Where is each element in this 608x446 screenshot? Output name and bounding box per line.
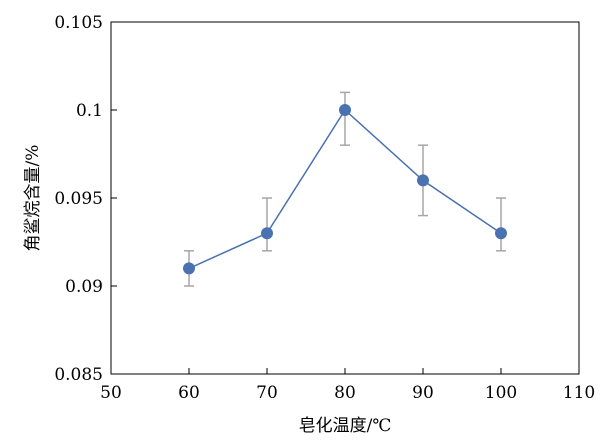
x-tick-label: 110 xyxy=(563,383,595,403)
x-tick-label: 60 xyxy=(178,383,200,403)
x-tick-label: 100 xyxy=(485,383,517,403)
y-tick-label: 0.105 xyxy=(54,13,103,33)
error-bar xyxy=(262,197,272,252)
x-tick-label: 50 xyxy=(100,383,122,403)
x-axis-title: 皂化温度/℃ xyxy=(299,416,392,436)
error-bars xyxy=(184,91,506,287)
x-tick-label: 80 xyxy=(334,383,356,403)
data-point xyxy=(261,227,273,240)
data-point xyxy=(183,262,195,275)
error-bar xyxy=(496,197,506,252)
y-axis-ticks: 0.085 0.09 0.095 0.1 0.105 xyxy=(54,13,117,385)
y-tick-label: 0.1 xyxy=(76,101,103,121)
data-point xyxy=(339,104,351,116)
x-axis-ticks: 50 60 70 80 90 100 110 xyxy=(100,368,595,403)
data-point xyxy=(495,227,507,240)
y-axis-title: 角鲨烷含量/% xyxy=(23,145,43,252)
data-point xyxy=(417,174,429,187)
x-tick-label: 70 xyxy=(256,383,278,403)
x-tick-label: 90 xyxy=(412,383,434,403)
error-bar xyxy=(340,91,350,146)
y-tick-label: 0.09 xyxy=(65,277,103,297)
y-tick-label: 0.085 xyxy=(54,365,103,385)
plot-frame xyxy=(110,21,580,375)
y-tick-label: 0.095 xyxy=(54,189,103,209)
data-points xyxy=(183,104,507,275)
